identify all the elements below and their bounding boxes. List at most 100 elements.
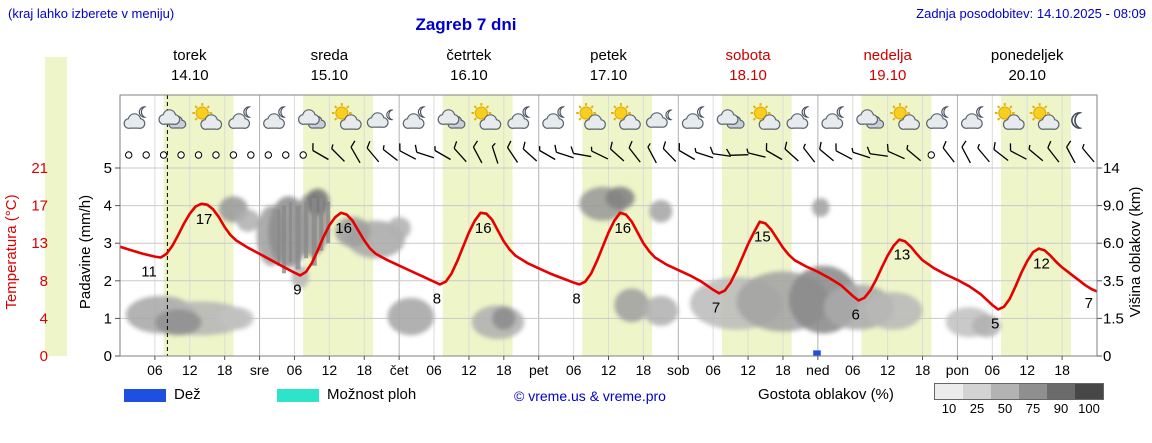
x-tick-label: 06 [426,362,442,378]
wind-barb-icon [609,141,625,162]
wind-barb-icon [977,143,990,163]
page-title: Zagreb 7 dni [415,15,517,34]
cloud-blob [306,188,330,215]
day-name: sobota [726,47,772,64]
wind-barb-icon [993,142,1009,162]
weather-icon-moon-cloud: ☾ [821,104,849,129]
weather-icon-cloud [716,109,745,129]
wind-calm-icon [264,151,272,159]
cloud-streak [295,205,301,270]
svg-text:☾: ☾ [696,104,709,121]
weather-icon-sun-cloud [331,103,362,130]
daylight-strip [45,57,67,356]
cloud-streak [319,198,324,251]
temp-axis-tick: 21 [31,160,48,177]
cloud-blob [335,216,371,247]
precip-axis-title: Padavine (mm/h) [77,195,94,309]
temp-axis-tick: 8 [40,273,48,290]
cloud-blob [971,314,1002,338]
day-boundary-label: pon [946,362,969,378]
wind-calm-icon [125,151,133,159]
weather-icon-sun-cloud [611,103,641,130]
weather-icon-sun-cloud [1029,103,1060,130]
wind-calm-icon [282,151,290,159]
wind-barb-icon [434,146,451,161]
weather-icon-sun-cloud [471,103,502,130]
cloud-density-label: Gostota oblakov (%) [758,386,894,403]
wind-barb-icon [1081,143,1095,163]
temperature-label: 15 [754,229,771,246]
temperature-label: 8 [572,290,580,307]
density-segment [963,384,991,399]
day-date: 19.10 [869,67,907,84]
weather-icon-cloud-moon: ☾ [366,107,398,128]
weather-icon-moon-cloud: ☾ [960,104,989,129]
wind-barb-icon [453,141,467,163]
day-boundary-label: pet [529,362,549,378]
cloud-blob [812,198,830,217]
svg-text:☾: ☾ [940,104,953,121]
cloud-streak [281,205,286,274]
cloud-blob [864,292,923,330]
precip-axis-tick: 3 [104,235,112,252]
wind-barb-icon [312,143,329,161]
day-date: 15.10 [311,67,349,84]
rain-bar [813,350,821,356]
temp-axis-tick: 4 [40,310,48,327]
cloud-blob [387,216,411,240]
wind-barb-icon [628,140,641,163]
precip-axis-tick: 4 [104,198,112,215]
svg-text:☾: ☾ [665,107,678,123]
weather-icon-moon-cloud: ☾ [786,104,814,129]
svg-text:☾: ☾ [1070,109,1090,134]
svg-text:☾: ☾ [385,107,398,123]
temperature-label: 12 [1033,256,1050,273]
temperature-label: 8 [433,290,441,307]
cloud-streaks [277,198,331,274]
x-tick-label: 06 [566,362,582,378]
wind-calm-icon [229,151,238,159]
temperature-label: 7 [1085,295,1093,312]
density-tick-label: 90 [1053,401,1069,416]
cloud-density-scale [934,383,1104,400]
density-segment [1075,384,1103,399]
wind-barb-icon [784,141,799,162]
wind-barb-icon [1066,140,1076,164]
cloud-axis-title: Višina oblakov (km) [1127,187,1144,318]
svg-text:☾: ☾ [836,104,849,121]
day-name: torek [173,47,207,64]
cloud-streak [326,201,331,244]
showers-legend-swatch [277,389,319,402]
wind-barb-icon [491,142,499,164]
wind-barb-icon [522,141,538,162]
svg-text:☾: ☾ [801,104,814,121]
temp-axis-tick: 0 [40,348,48,365]
wind-barb-icon [554,144,574,159]
x-tick-label: 18 [775,362,791,378]
temperature-label: 17 [196,211,213,228]
svg-text:☾: ☾ [522,104,535,121]
day-name: petek [590,47,627,64]
wind-calm-icon [159,151,168,159]
density-tick-label: 100 [1078,401,1100,416]
svg-text:☾: ☾ [138,104,151,121]
temperature-label: 16 [475,220,492,237]
day-boundary-label: sob [667,362,690,378]
x-tick-label: 12 [461,362,477,378]
wind-barb-icon [647,143,657,164]
wind-barb-icon [942,140,955,163]
temperature-curve [120,202,1097,311]
day-date: 16.10 [450,67,488,84]
precip-axis-tick: 5 [104,160,112,177]
showers-legend-label: Možnost ploh [327,386,417,403]
cloud-density-tick-labels: 10 25 50 75 90 100 [935,401,1103,417]
density-segment [991,384,1019,399]
density-segment [1047,384,1075,399]
day-date: 14.10 [171,67,209,84]
credit-link[interactable]: © vreme.us & vreme.pro [514,388,666,404]
cloud-blob [154,309,202,336]
weather-icon-moon-cloud: ☾ [228,104,256,129]
wind-barb-icon [725,148,749,156]
temperature-label: 7 [712,299,720,316]
